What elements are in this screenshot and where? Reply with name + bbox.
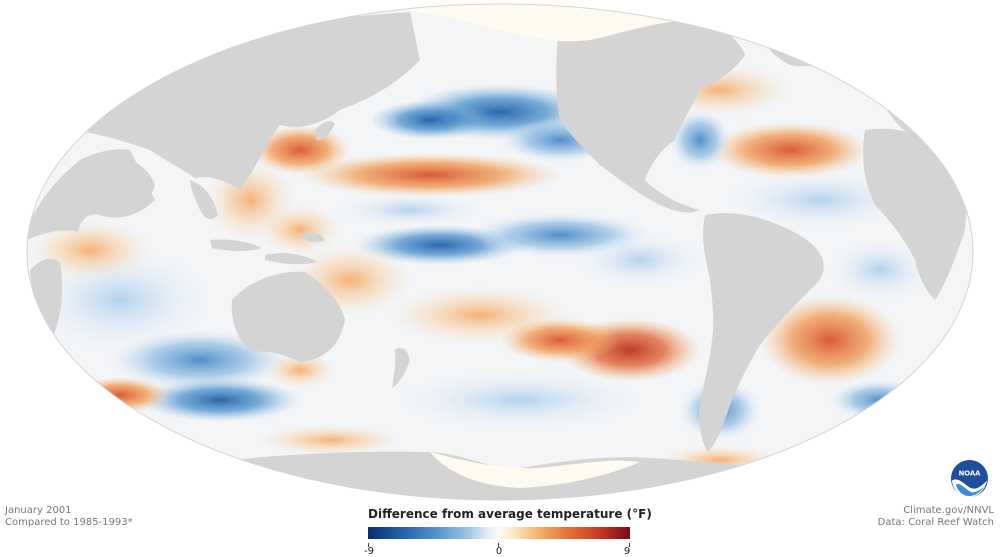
antarctic-ice — [430, 452, 640, 488]
date-caption: January 2001 Compared to 1985-1993* — [5, 505, 133, 529]
east-africa-landmass — [30, 258, 63, 345]
noaa-logo-text: NOAA — [959, 470, 982, 478]
india-landmass — [119, 155, 155, 212]
north-america-landmass — [556, 13, 745, 213]
date-label: January 2001 — [5, 505, 72, 516]
southeast-asia-landmass — [190, 180, 218, 220]
source-site-label: Climate.gov/NNVL — [903, 505, 994, 516]
legend-title: Difference from average temperature (°F) — [368, 507, 652, 521]
indonesia-islands — [210, 232, 325, 265]
legend-mid-label: 0 — [495, 546, 503, 557]
australia-landmass — [231, 271, 345, 362]
legend-color-bar — [368, 527, 630, 539]
new-zealand-landmass — [392, 348, 410, 388]
source-caption: Climate.gov/NNVL Data: Coral Reef Watch — [878, 505, 994, 529]
south-america-landmass — [699, 213, 824, 452]
source-data-label: Data: Coral Reef Watch — [877, 517, 994, 528]
baseline-label: Compared to 1985-1993* — [5, 517, 133, 528]
legend-ticks: -9 0 9 — [364, 543, 631, 557]
japan-landmass — [315, 121, 335, 141]
land — [27, 12, 967, 500]
anomaly-field — [30, 65, 930, 474]
legend-max-label: 9 — [623, 546, 631, 557]
west-africa-landmass — [863, 128, 967, 300]
asia-landmass — [60, 12, 420, 190]
legend-tick-mid — [498, 543, 499, 547]
legend-min-label: -9 — [364, 546, 374, 557]
legend-tick-min — [368, 543, 369, 547]
globe-outline — [26, 3, 974, 501]
legend-tick-max — [629, 543, 630, 547]
color-legend: Difference from average temperature (°F)… — [364, 507, 652, 557]
noaa-logo-icon: NOAA — [950, 459, 989, 498]
